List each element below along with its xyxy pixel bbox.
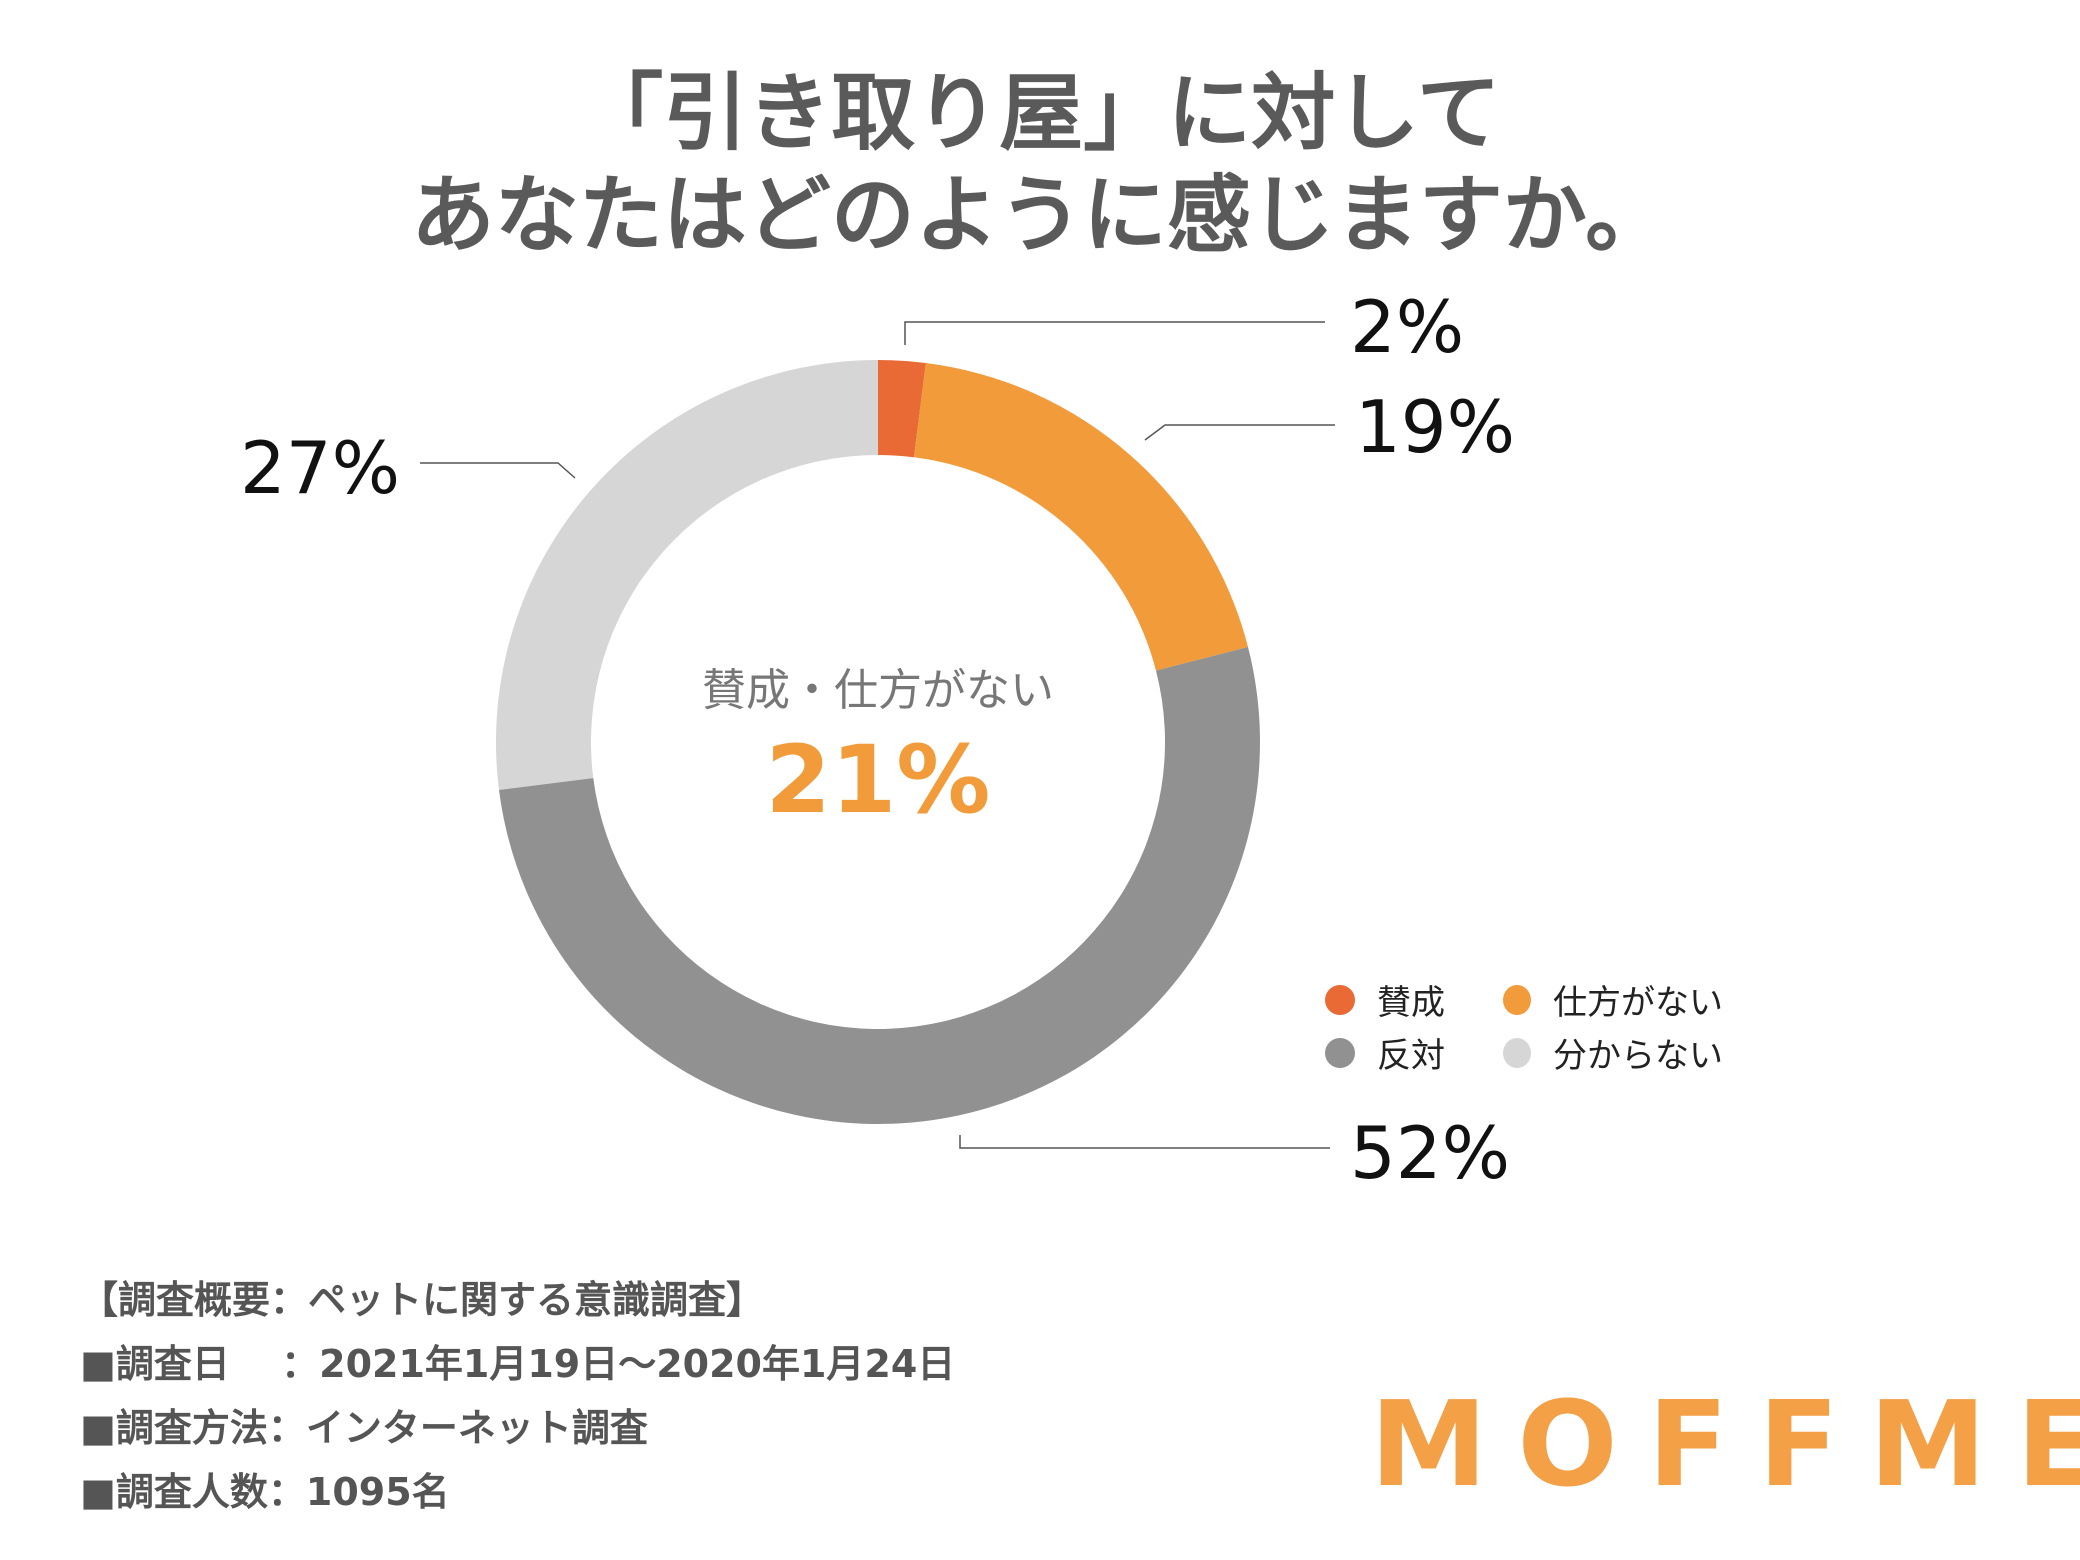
donut-slice-3	[496, 360, 878, 790]
legend-item-0: 賛成	[1325, 975, 1503, 1024]
data-label-0: 2%	[1350, 285, 1464, 369]
data-label-2: 52%	[1350, 1111, 1510, 1195]
center-value: 21%	[766, 726, 991, 835]
legend-label: 反対	[1377, 1036, 1445, 1076]
legend-swatch-icon	[1503, 984, 1531, 1015]
survey-heading: 【調査概要：ペットに関する意識調査】	[80, 1278, 765, 1322]
data-label-1: 19%	[1355, 385, 1515, 469]
legend-swatch-icon	[1325, 984, 1355, 1015]
leader-line-0	[904, 321, 1325, 345]
legend-swatch-icon	[1503, 1037, 1531, 1068]
moffme-logo: MOFFME	[1370, 1375, 2080, 1513]
title-line-2: あなたはどのように感じますか。	[410, 166, 1670, 265]
chart-legend: 賛成 仕方がない反対 分からない	[1325, 975, 1723, 1077]
legend-item-2: 反対	[1325, 1028, 1503, 1077]
legend-item-1: 仕方がない	[1503, 975, 1723, 1024]
donut-slice-1	[913, 363, 1248, 671]
legend-label: 分からない	[1553, 1036, 1723, 1076]
survey-summary: 【調査概要：ペットに関する意識調査】 ■調査日 ：2021年1月19日〜2020…	[80, 1268, 955, 1524]
legend-label: 仕方がない	[1553, 983, 1723, 1023]
chart-title: 「引き取り屋」に対して あなたはどのように感じますか。	[0, 62, 2080, 267]
survey-method: ■調査方法：インターネット調査	[80, 1406, 648, 1450]
leader-line-3	[420, 462, 576, 479]
legend-item-3: 分からない	[1503, 1028, 1723, 1077]
data-label-3: 27%	[240, 426, 400, 510]
leader-line-2	[959, 1135, 1330, 1149]
survey-date: ■調査日 ：2021年1月19日〜2020年1月24日	[80, 1342, 956, 1386]
center-label: 賛成・仕方がない	[702, 665, 1054, 716]
donut-slice-0	[878, 360, 926, 458]
legend-label: 賛成	[1377, 983, 1445, 1023]
legend-swatch-icon	[1325, 1037, 1355, 1068]
title-line-1: 「引き取り屋」に対して	[579, 64, 1501, 162]
leader-line-1	[1144, 424, 1335, 441]
donut-slice-2	[499, 647, 1260, 1124]
survey-count: ■調査人数：1095名	[80, 1470, 450, 1514]
